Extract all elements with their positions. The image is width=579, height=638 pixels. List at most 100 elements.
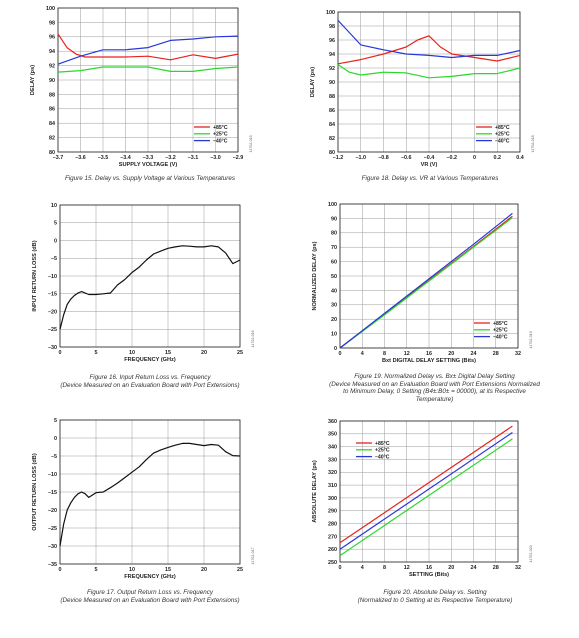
x-tick-label: –3.3 <box>143 155 154 161</box>
legend-label: +25°C <box>495 132 510 138</box>
y-tick-label: –5 <box>51 256 57 262</box>
figure-16-chart: –30 –25 –20 –15 –10 –5 0 5 10 0 5 10 15 20 25 FREQUENCY… <box>32 203 255 363</box>
y-tick-label: 90 <box>331 216 337 222</box>
y-tick-label: 88 <box>329 94 335 100</box>
y-tick-label: 86 <box>49 107 55 113</box>
x-axis-label: FREQUENCY (GHz) <box>124 574 176 580</box>
legend-label: +85°C <box>213 125 228 131</box>
y-axis-label: DELAY (ps) <box>310 67 316 97</box>
y-tick-label: 280 <box>328 521 337 527</box>
x-tick-label: 5 <box>95 350 98 356</box>
plot-frame <box>339 203 519 349</box>
legend-label: –40°C <box>213 138 228 144</box>
y-tick-label: 94 <box>329 52 335 58</box>
y-tick-label: –15 <box>48 490 57 496</box>
figure-number: 14702-019 <box>529 331 533 348</box>
figure-19: 0 10 20 30 40 50 60 70 80 90 100 0 4 8 12 16 20 24 28 32 Bxt… <box>290 200 579 415</box>
series-line <box>57 66 239 73</box>
y-tick-label: 60 <box>331 260 337 266</box>
y-tick-label: 270 <box>328 534 337 540</box>
y-tick-label: –20 <box>48 309 57 315</box>
y-tick-label: 100 <box>328 202 337 208</box>
series-line <box>339 438 513 557</box>
x-tick-label: 25 <box>237 567 243 573</box>
legend-label: +25°C <box>375 448 390 454</box>
y-tick-label: –35 <box>48 562 57 568</box>
figure-number: 14702-017 <box>251 547 255 564</box>
y-tick-label: 310 <box>328 483 337 489</box>
legend-label: –40°C <box>495 138 510 144</box>
y-tick-label: 330 <box>328 457 337 463</box>
figure-16-caption: Figure 16. Input Return Loss vs. Frequen… <box>15 374 285 389</box>
y-tick-label: 80 <box>331 231 337 237</box>
y-tick-label: –15 <box>48 292 57 298</box>
y-tick-label: 5 <box>54 221 57 227</box>
x-tick-label: –1.2 <box>333 155 344 161</box>
x-tick-label: 4 <box>361 565 364 571</box>
figure-number: 14702-018 <box>531 135 535 152</box>
x-tick-label: 20 <box>201 567 207 573</box>
x-tick-label: –2.9 <box>233 155 244 161</box>
y-tick-label: 96 <box>49 35 55 41</box>
x-tick-label: 25 <box>237 350 243 356</box>
figure-20-caption: Figure 20. Absolute Delay vs. Setting (No… <box>310 589 560 604</box>
figure-20-chart: 250 260 270 280 290 300 310 320 330 340 350 360 0 4 8 1… <box>312 419 533 578</box>
y-tick-label: 80 <box>329 150 335 156</box>
x-tick-label: 4 <box>361 351 364 357</box>
plot-frame <box>57 7 239 153</box>
y-tick-label: 70 <box>331 245 337 251</box>
x-tick-label: 28 <box>493 565 499 571</box>
series-line <box>59 245 241 330</box>
figure-16: –30 –25 –20 –15 –10 –5 0 5 10 0 5 10 15 20 25 FREQUENCY… <box>0 200 290 415</box>
figure-18: 80 82 84 86 88 90 92 94 96 98 100 –1.2 –1.0 –0.8 –0.6 –… <box>290 0 579 200</box>
caption-line: Figure 15. Delay vs. Supply Voltage at V… <box>64 175 236 182</box>
x-tick-label: 0 <box>339 565 342 571</box>
y-tick-label: 0 <box>54 436 57 442</box>
series-line <box>339 432 513 550</box>
figure-19-chart: 0 10 20 30 40 50 60 70 80 90 100 0 4 8 12 16 20 24 28 32 Bxt… <box>312 202 533 364</box>
figure-number: 14702-020 <box>529 545 533 562</box>
caption-line: Figure 18. Delay vs. VR at Various Tempe… <box>361 175 499 182</box>
x-axis-label: SUPPLY VOLTAGE (V) <box>119 162 178 168</box>
caption-line: (Device Measured on an Evaluation Board … <box>60 381 240 389</box>
legend-label: –40°C <box>493 334 508 340</box>
x-tick-label: 20 <box>201 350 207 356</box>
y-tick-label: 92 <box>49 64 55 70</box>
y-tick-label: 300 <box>328 496 337 502</box>
y-tick-label: 88 <box>49 92 55 98</box>
y-tick-label: 40 <box>331 288 337 294</box>
x-tick-label: 24 <box>471 565 477 571</box>
y-tick-label: 98 <box>49 20 55 26</box>
figure-number: 14702-016 <box>251 330 255 347</box>
figure-19-caption: Figure 19. Normalized Delay vs. Bx± Digi… <box>292 373 577 403</box>
legend-label: –40°C <box>375 454 390 460</box>
legend-label: +25°C <box>213 132 228 138</box>
caption-line: Temperature) <box>415 395 454 403</box>
figure-20: 250 260 270 280 290 300 310 320 330 340 350 360 0 4 8 1… <box>290 415 579 638</box>
caption-line: Figure 17. Output Return Loss vs. Freque… <box>87 589 213 596</box>
y-tick-label: –10 <box>48 274 57 280</box>
series-line <box>57 33 239 61</box>
x-tick-label: 28 <box>493 351 499 357</box>
x-tick-label: –1.0 <box>356 155 367 161</box>
y-tick-label: 100 <box>326 10 335 16</box>
y-tick-label: –25 <box>48 327 57 333</box>
x-tick-label: 15 <box>165 567 171 573</box>
y-axis-label: NORMALIZED DELAY (ps) <box>312 241 318 310</box>
figure-15: 80 82 84 86 88 90 92 94 96 98 100 –3.7 –3.6 –3.5 –3.4 –… <box>0 0 290 200</box>
x-tick-label: –0.4 <box>424 155 435 161</box>
figure-17-caption: Figure 17. Output Return Loss vs. Freque… <box>15 589 285 604</box>
y-tick-label: 82 <box>49 136 55 142</box>
x-tick-label: –3.5 <box>98 155 109 161</box>
x-tick-label: 10 <box>129 567 135 573</box>
plot-frame <box>339 420 519 563</box>
x-tick-label: –3.1 <box>188 155 199 161</box>
x-tick-label: 0.2 <box>494 155 502 161</box>
caption-line: Figure 19. Normalized Delay vs. Bx± Digi… <box>354 373 515 380</box>
x-tick-label: –0.2 <box>447 155 458 161</box>
y-tick-label: 90 <box>49 78 55 84</box>
x-tick-label: 32 <box>515 351 521 357</box>
x-tick-label: 20 <box>448 351 454 357</box>
figure-15-chart: 80 82 84 86 88 90 92 94 96 98 100 –3.7 –3.6 –3.5 –3.4 –… <box>30 6 253 168</box>
